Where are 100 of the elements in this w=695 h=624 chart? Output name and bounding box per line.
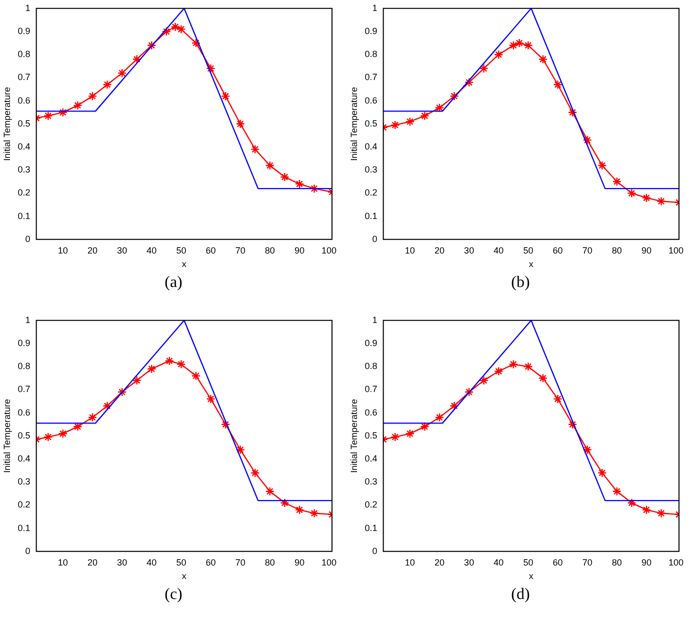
point bbox=[73, 422, 82, 432]
y-tick-label: 0.9 bbox=[18, 26, 30, 36]
x-tick-label: 50 bbox=[523, 557, 534, 568]
y-tick-label: 0.6 bbox=[18, 407, 30, 418]
x-tick-label: 10 bbox=[404, 245, 415, 256]
y-tick-label: 0.2 bbox=[364, 188, 378, 198]
y-axis-title: Initial Temperature bbox=[2, 86, 12, 161]
x-tick-label: 80 bbox=[612, 245, 622, 256]
x-tick-label: 10 bbox=[58, 557, 68, 568]
point bbox=[479, 64, 488, 74]
x-tick-label: 30 bbox=[117, 557, 128, 568]
point bbox=[73, 100, 82, 110]
point bbox=[524, 362, 533, 372]
point bbox=[568, 108, 578, 117]
point bbox=[176, 360, 186, 369]
point bbox=[405, 428, 415, 438]
x-tick-label: 20 bbox=[87, 557, 98, 568]
point bbox=[88, 92, 98, 101]
point bbox=[464, 387, 474, 397]
point bbox=[102, 80, 112, 90]
point bbox=[310, 508, 319, 518]
x-tick-label: 80 bbox=[264, 557, 275, 568]
point bbox=[58, 428, 68, 438]
x-axis-title: x bbox=[528, 259, 534, 270]
point bbox=[117, 387, 127, 397]
point bbox=[164, 356, 174, 366]
x-axis-title: x bbox=[182, 259, 187, 270]
y-tick-label: 0.7 bbox=[364, 384, 378, 394]
point bbox=[162, 26, 172, 36]
point bbox=[553, 394, 562, 404]
y-tick-label: 1 bbox=[372, 314, 378, 325]
x-tick-label: 20 bbox=[87, 245, 98, 256]
x-tick-label: 90 bbox=[294, 245, 304, 256]
x-tick-label: 100 bbox=[668, 245, 684, 256]
y-tick-label: 0.3 bbox=[18, 164, 30, 175]
x-tick-label: 40 bbox=[494, 557, 504, 568]
point bbox=[390, 432, 400, 442]
point bbox=[627, 188, 636, 198]
point bbox=[612, 177, 622, 186]
y-tick-label: 0.1 bbox=[18, 210, 30, 221]
x-tick-label: 50 bbox=[176, 557, 186, 568]
point bbox=[450, 92, 459, 101]
y-axis-title: Initial Temperature bbox=[348, 86, 359, 161]
point bbox=[236, 445, 245, 454]
y-tick-label: 0.1 bbox=[364, 522, 378, 533]
point bbox=[494, 366, 504, 376]
x-tick-label: 40 bbox=[146, 245, 157, 256]
text: (d) bbox=[510, 586, 531, 604]
point bbox=[464, 78, 474, 87]
point bbox=[44, 111, 53, 120]
text: (a) bbox=[164, 274, 184, 292]
y-tick-label: 0.6 bbox=[364, 95, 378, 106]
point bbox=[538, 374, 548, 383]
y-tick-label: 1 bbox=[372, 2, 378, 13]
text: (c) bbox=[164, 586, 184, 604]
point bbox=[250, 468, 260, 478]
point bbox=[191, 38, 201, 48]
point bbox=[642, 505, 652, 514]
x-tick-label: 60 bbox=[552, 245, 563, 256]
y-tick-label: 0.2 bbox=[18, 188, 30, 198]
point bbox=[582, 445, 592, 454]
point bbox=[170, 22, 180, 32]
point bbox=[627, 498, 636, 508]
point bbox=[524, 40, 533, 50]
point bbox=[508, 40, 518, 50]
point bbox=[294, 505, 304, 514]
point bbox=[44, 432, 53, 442]
point bbox=[147, 364, 156, 374]
x-tick-label: 90 bbox=[294, 557, 304, 568]
x-tick-label: 10 bbox=[404, 557, 415, 568]
point bbox=[420, 111, 430, 120]
x-tick-label: 80 bbox=[264, 245, 275, 256]
y-tick-label: 0.6 bbox=[364, 407, 378, 418]
x-tick-label: 30 bbox=[117, 245, 128, 256]
point bbox=[88, 412, 98, 422]
x-tick-label: 70 bbox=[235, 557, 246, 568]
point bbox=[538, 54, 548, 64]
point bbox=[102, 401, 112, 410]
point bbox=[479, 376, 488, 386]
point bbox=[176, 24, 186, 34]
y-tick-label: 0.9 bbox=[18, 338, 30, 348]
x-tick-label: 100 bbox=[322, 245, 337, 256]
point bbox=[250, 144, 260, 154]
x-tick-label: 30 bbox=[464, 245, 474, 256]
y-tick-label: 0.5 bbox=[18, 430, 30, 440]
point bbox=[612, 486, 622, 496]
y-axis-title: Initial Temperature bbox=[2, 398, 12, 473]
point bbox=[117, 68, 127, 78]
y-tick-label: 0.5 bbox=[364, 430, 378, 440]
x-tick-label: 70 bbox=[582, 557, 592, 568]
x-tick-label: 50 bbox=[176, 245, 186, 256]
y-tick-label: 0 bbox=[25, 234, 30, 244]
point bbox=[642, 193, 652, 202]
point bbox=[514, 38, 524, 48]
x-tick-label: 90 bbox=[641, 557, 652, 568]
x-tick-label: 80 bbox=[612, 557, 622, 568]
point bbox=[236, 119, 245, 128]
y-tick-label: 0.5 bbox=[364, 118, 378, 128]
point bbox=[494, 50, 504, 60]
point bbox=[294, 179, 304, 189]
